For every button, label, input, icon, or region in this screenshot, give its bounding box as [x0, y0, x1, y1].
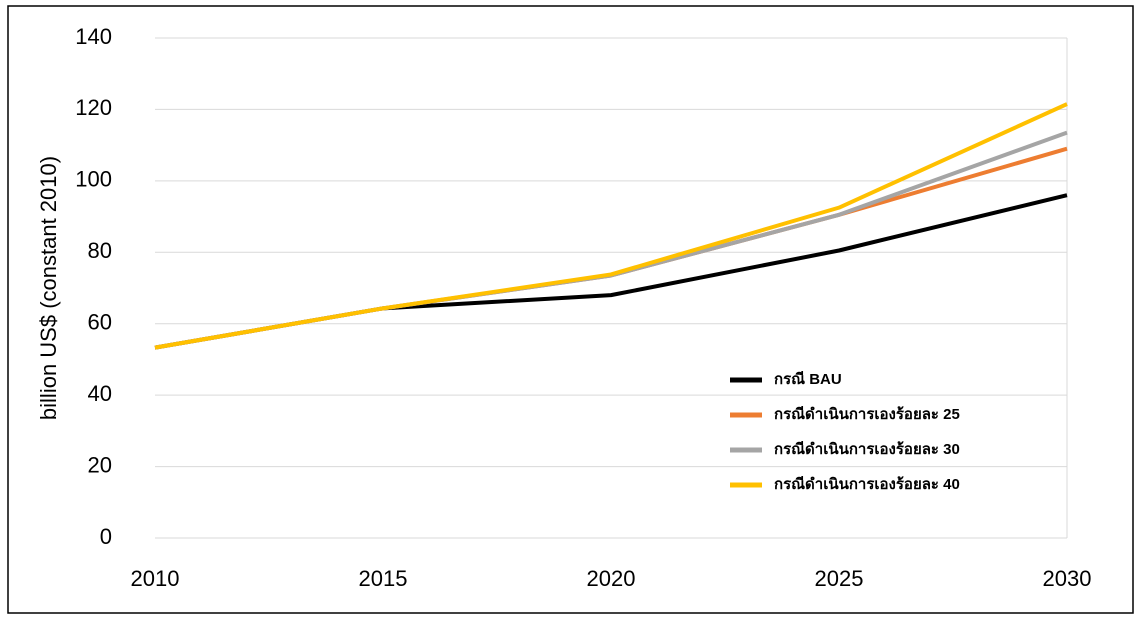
x-tick-label: 2010 — [131, 566, 180, 591]
x-tick-label: 2025 — [815, 566, 864, 591]
series-line — [154, 102, 1068, 350]
y-tick-label: 140 — [75, 24, 112, 49]
y-tick-label: 40 — [88, 381, 112, 406]
frame — [7, 5, 1134, 614]
legend-label: กรณี BAU — [774, 371, 842, 388]
y-tick-label: 0 — [100, 524, 112, 549]
legend-label: กรณีดำเนินการเองร้อยละ 30 — [774, 440, 960, 458]
y-tick-label: 60 — [88, 310, 112, 335]
x-tick-label: 2020 — [587, 566, 636, 591]
y-tick-label: 20 — [88, 452, 112, 477]
y-tick-label: 120 — [75, 95, 112, 120]
y-tick-label: 100 — [75, 167, 112, 192]
legend-label: กรณีดำเนินการเองร้อยละ 25 — [774, 405, 960, 423]
x-tick-label: 2015 — [359, 566, 408, 591]
y-axis-title: billion US$ (constant 2010) — [36, 156, 61, 420]
legend-label: กรณีดำเนินการเองร้อยละ 40 — [774, 475, 960, 493]
y-tick-label: 80 — [88, 238, 112, 263]
x-tick-label: 2030 — [1043, 566, 1092, 591]
